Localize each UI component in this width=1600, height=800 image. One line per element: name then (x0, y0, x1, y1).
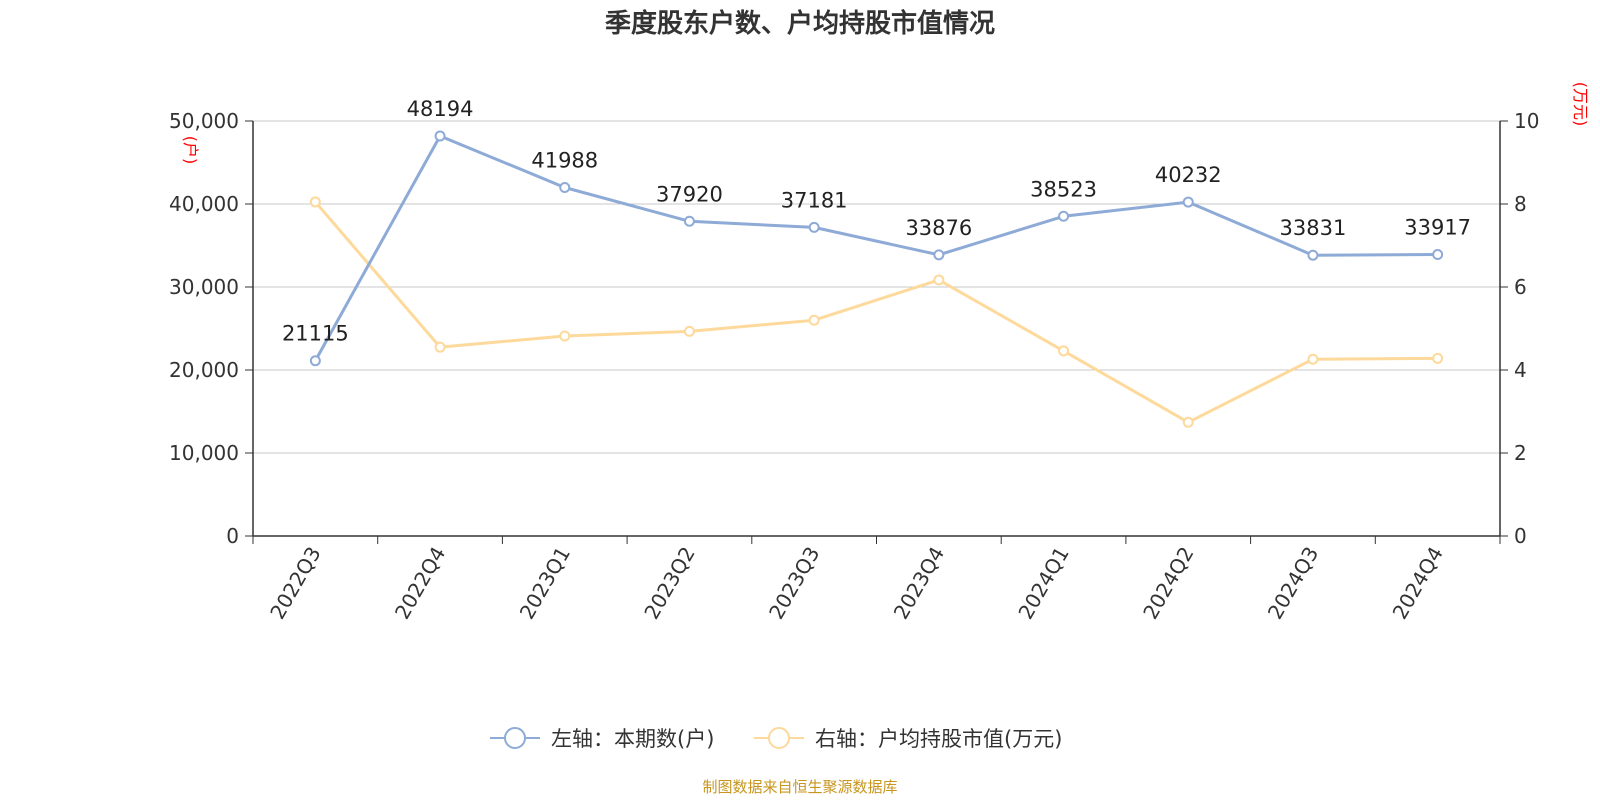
y-right-tick-label: 10 (1514, 109, 1539, 133)
legend-label-left: 左轴：本期数(户) (551, 727, 714, 751)
series-line-right (314, 200, 1438, 424)
y-left-unit-label: (户) (181, 136, 200, 165)
y-left-tick-label: 30,000 (169, 275, 239, 299)
data-point-right[interactable] (559, 330, 571, 342)
data-labels: 21115 48194 41988 37920 37181 33876 38523 40232… (282, 97, 1471, 346)
x-tick-label: 2024Q4 (1388, 543, 1448, 624)
x-tick-label: 2024Q3 (1263, 543, 1323, 624)
data-label: 33917 (1404, 215, 1471, 239)
series-line-left (314, 134, 1438, 362)
legend-item-left-series[interactable]: 左轴：本期数(户) (490, 727, 714, 751)
data-label: 41988 (531, 148, 598, 172)
y-left-tick-label: 0 (226, 524, 239, 548)
legend[interactable]: 左轴：本期数(户) 右轴：户均持股市值(万元) (490, 727, 1062, 751)
data-point-right[interactable] (434, 341, 446, 353)
y-left-tick-label: 50,000 (169, 109, 239, 133)
data-label: 40232 (1155, 163, 1222, 187)
data-point-left[interactable] (1432, 248, 1444, 260)
x-tick-label: 2023Q3 (764, 543, 824, 624)
data-point-left[interactable] (559, 181, 571, 193)
chart-title: 季度股东户数、户均持股市值情况 (605, 8, 995, 39)
axes (252, 121, 1501, 537)
data-point-right[interactable] (808, 314, 820, 326)
x-tick-label: 2023Q4 (889, 543, 949, 624)
series-layer (309, 130, 1444, 428)
data-point-left[interactable] (683, 215, 695, 227)
x-tick-label: 2023Q2 (639, 543, 699, 624)
data-label: 37920 (656, 182, 723, 206)
x-tick-label: 2022Q3 (265, 543, 325, 624)
legend-circle-right-icon (768, 727, 790, 749)
data-point-right[interactable] (933, 274, 945, 286)
y-right-unit-label: (万元) (1571, 82, 1590, 127)
data-label: 33876 (905, 216, 972, 240)
data-point-left[interactable] (1058, 210, 1070, 222)
data-point-right[interactable] (683, 325, 695, 337)
data-label: 21115 (282, 322, 349, 346)
y-left-tick-label: 10,000 (169, 441, 239, 465)
data-point-left[interactable] (309, 355, 321, 367)
data-point-left[interactable] (933, 249, 945, 261)
data-point-left[interactable] (1307, 249, 1319, 261)
grid-lines (253, 120, 1500, 454)
legend-circle-left-icon (504, 727, 526, 749)
data-point-left[interactable] (808, 221, 820, 233)
data-label: 33831 (1280, 216, 1347, 240)
data-point-left[interactable] (434, 130, 446, 142)
y-left-tick-label: 40,000 (169, 192, 239, 216)
data-point-right[interactable] (309, 196, 321, 208)
data-point-right[interactable] (1432, 352, 1444, 364)
data-point-right[interactable] (1307, 353, 1319, 365)
y-right-tick-label: 0 (1514, 524, 1527, 548)
y-right-tick-label: 8 (1514, 192, 1527, 216)
x-ticks: 2022Q3 2022Q4 2023Q1 2023Q2 2023Q3 2023Q4 2024… (252, 536, 1501, 624)
x-tick-label: 2022Q4 (390, 543, 450, 624)
y-right-tick-label: 6 (1514, 275, 1527, 299)
data-point-right[interactable] (1058, 345, 1070, 357)
y-left-tick-label: 20,000 (169, 358, 239, 382)
data-label: 37181 (781, 188, 848, 212)
legend-item-right-series[interactable]: 右轴：户均持股市值(万元) (754, 727, 1062, 751)
y-right-tick-label: 2 (1514, 441, 1527, 465)
y-left-ticks: 0 10,000 20,000 30,000 40,000 50,000 (169, 109, 253, 548)
y-right-ticks: 0 2 4 6 8 10 (1500, 109, 1539, 548)
x-tick-label: 2024Q2 (1138, 543, 1198, 624)
data-label: 48194 (407, 97, 474, 121)
legend-label-right: 右轴：户均持股市值(万元) (815, 727, 1062, 751)
x-tick-label: 2023Q1 (515, 543, 575, 624)
data-point-right[interactable] (1182, 416, 1194, 428)
x-tick-label: 2024Q1 (1013, 543, 1073, 624)
data-label: 38523 (1030, 177, 1097, 201)
data-point-left[interactable] (1182, 196, 1194, 208)
y-right-tick-label: 4 (1514, 358, 1527, 382)
source-note: 制图数据来自恒生聚源数据库 (702, 778, 897, 796)
